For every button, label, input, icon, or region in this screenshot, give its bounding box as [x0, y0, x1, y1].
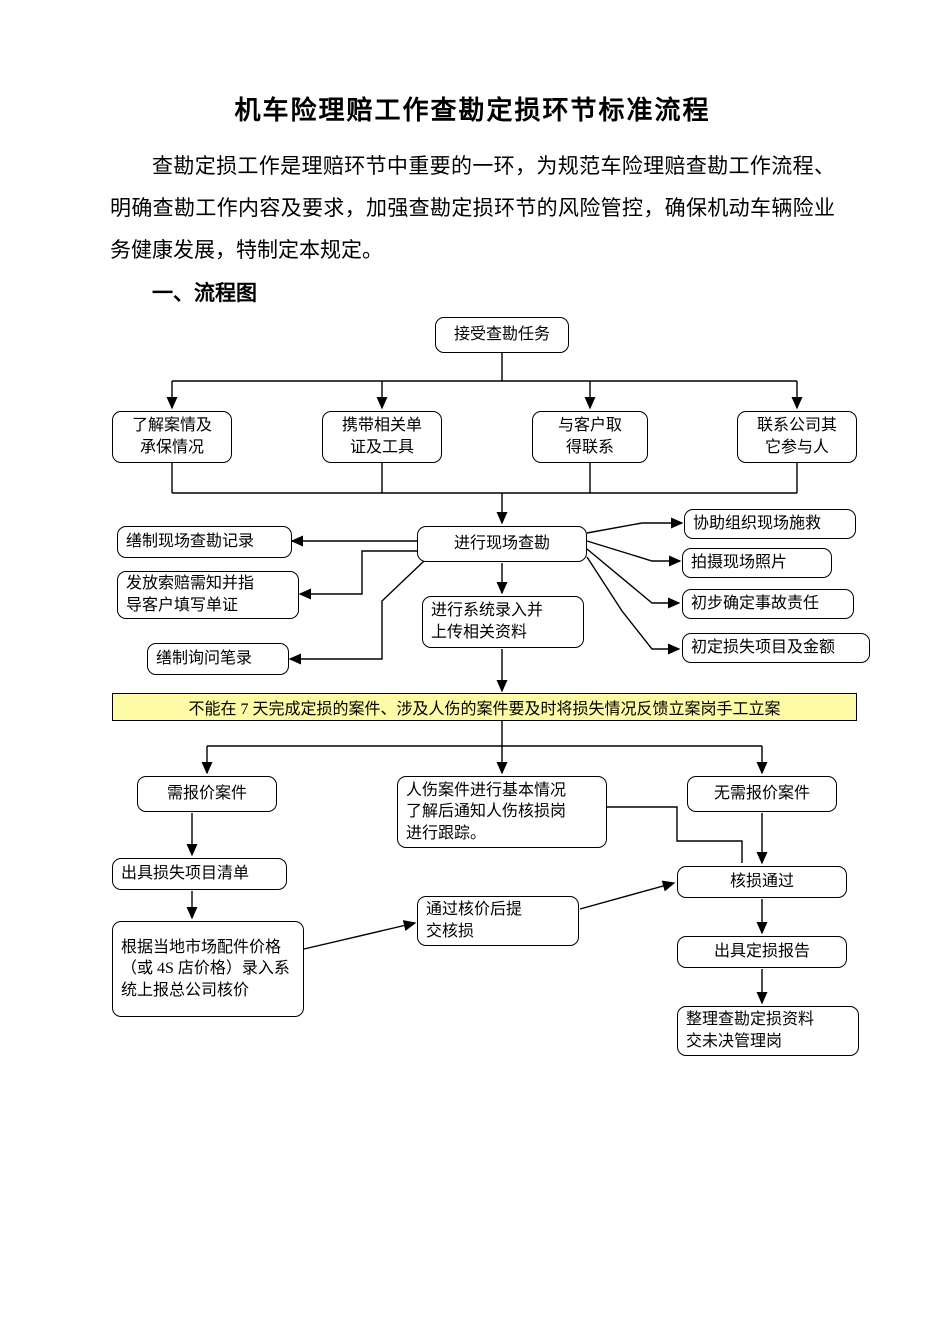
page-title: 机车险理赔工作查勘定损环节标准流程 [110, 90, 835, 127]
node-inquiry-record: 缮制询问笔录 [147, 643, 289, 675]
node-market-price: 根据当地市场配件价格（或 4S 店价格）录入系统上报总公司核价 [112, 921, 304, 1017]
node-need-quote: 需报价案件 [137, 776, 277, 812]
node-case-info: 了解案情及承保情况 [112, 411, 232, 463]
node-loss-list: 出具损失项目清单 [112, 858, 287, 890]
node-site-survey: 进行现场查勘 [417, 526, 587, 562]
node-submit-review: 通过核价后提交核损 [417, 896, 579, 946]
node-bring-docs: 携带相关单证及工具 [322, 411, 442, 463]
node-contact-customer: 与客户取得联系 [532, 411, 648, 463]
node-accept: 接受查勘任务 [435, 317, 569, 353]
intro-paragraph: 查勘定损工作是理赔环节中重要的一环，为规范车险理赔查勘工作流程、明确查勘工作内容… [110, 145, 835, 271]
node-claim-guide: 发放索赔需知并指导客户填写单证 [117, 571, 299, 619]
node-injury-case: 人伤案件进行基本情况了解后通知人伤核损岗进行跟踪。 [397, 776, 607, 848]
node-no-quote: 无需报价案件 [687, 776, 837, 812]
node-collate-docs: 整理查勘定损资料交未决管理岗 [677, 1006, 859, 1056]
node-system-input: 进行系统录入并上传相关资料 [422, 596, 584, 648]
page: 机车险理赔工作查勘定损环节标准流程 查勘定损工作是理赔环节中重要的一环，为规范车… [0, 0, 945, 1337]
node-responsibility: 初步确定事故责任 [682, 589, 854, 619]
node-photo: 拍摄现场照片 [682, 548, 832, 578]
node-rescue: 协助组织现场施救 [684, 509, 856, 539]
node-loss-estimate: 初定损失项目及金额 [682, 633, 870, 663]
node-review-pass: 核损通过 [677, 866, 847, 898]
node-contact-company: 联系公司其它参与人 [737, 411, 857, 463]
node-survey-record: 缮制现场查勘记录 [117, 526, 292, 558]
flowchart: 接受查勘任务 了解案情及承保情况 携带相关单证及工具 与客户取得联系 联系公司其… [82, 301, 872, 1161]
node-issue-report: 出具定损报告 [677, 936, 847, 968]
banner-note: 不能在 7 天完成定损的案件、涉及人伤的案件要及时将损失情况反馈立案岗手工立案 [112, 693, 857, 721]
